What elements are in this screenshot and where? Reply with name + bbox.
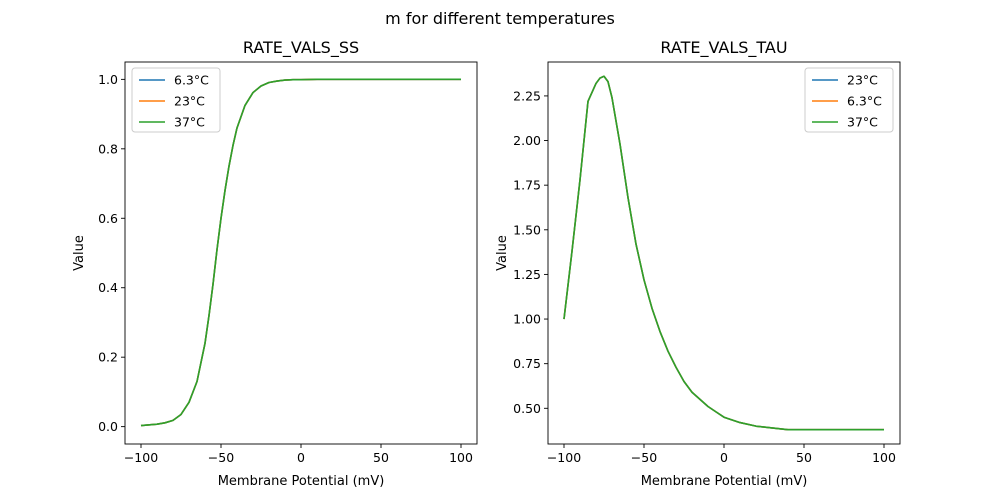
axes-time-constant: RATE_VALS_TAU −100 −50 0 50 100 0.50 0.75 1.00 1.…	[495, 38, 901, 489]
x-tick-label: 0	[297, 450, 305, 465]
x-tick-label: −50	[208, 450, 234, 465]
legend-label: 37°C	[847, 115, 878, 130]
legend-label: 37°C	[174, 115, 205, 130]
legend-label: 6.3°C	[174, 73, 209, 88]
x-tick-label: −50	[631, 450, 657, 465]
y-tick-label: 1.50	[513, 222, 541, 237]
y-tick-label: 0.4	[98, 280, 118, 295]
x-tick-label: 50	[373, 450, 389, 465]
legend-label: 23°C	[174, 94, 205, 109]
x-tick-label: 50	[796, 450, 812, 465]
y-tick-label: 0.0	[98, 419, 118, 434]
x-tick-label: 0	[720, 450, 728, 465]
y-tick-label: 1.00	[513, 312, 541, 327]
x-tick-label: −100	[124, 450, 158, 465]
y-tick-label: 0.6	[98, 211, 118, 226]
axes-steady-state: RATE_VALS_SS −100 −50 0 50 100 0.0 0.2 0.4 0.6 0.8…	[72, 38, 478, 489]
series-lines	[563, 75, 884, 431]
legend-label: 6.3°C	[847, 94, 882, 109]
y-tick-label: 0.8	[98, 141, 118, 156]
y-tick-label: 0.75	[513, 356, 541, 371]
y-tick-label: 0.2	[98, 350, 118, 365]
x-tick-label: 100	[449, 450, 473, 465]
series-lines	[140, 78, 461, 427]
chart-title: RATE_VALS_TAU	[660, 38, 787, 58]
chart-title: RATE_VALS_SS	[243, 38, 359, 58]
x-axis-label: Membrane Potential (mV)	[218, 474, 385, 489]
y-tick-label: 1.25	[513, 267, 541, 282]
legend-label: 23°C	[847, 73, 878, 88]
series-line-3	[140, 78, 461, 427]
figure-title: m for different temperatures	[385, 9, 615, 28]
series-line-3	[563, 75, 884, 431]
y-axis-label: Value	[72, 235, 87, 271]
x-tick-label: −100	[547, 450, 581, 465]
legend-box	[131, 67, 221, 133]
y-tick-label: 2.00	[513, 133, 541, 148]
legend: 23°C 6.3°C 37°C	[804, 67, 894, 133]
legend-box	[804, 67, 894, 133]
x-axis-label: Membrane Potential (mV)	[641, 474, 808, 489]
y-tick-label: 0.50	[513, 401, 541, 416]
y-tick-label: 2.25	[513, 88, 541, 103]
y-axis-label: Value	[495, 235, 510, 271]
y-tick-label: 1.0	[98, 72, 118, 87]
legend: 6.3°C 23°C 37°C	[131, 67, 221, 133]
y-tick-label: 1.75	[513, 178, 541, 193]
x-tick-label: 100	[872, 450, 896, 465]
